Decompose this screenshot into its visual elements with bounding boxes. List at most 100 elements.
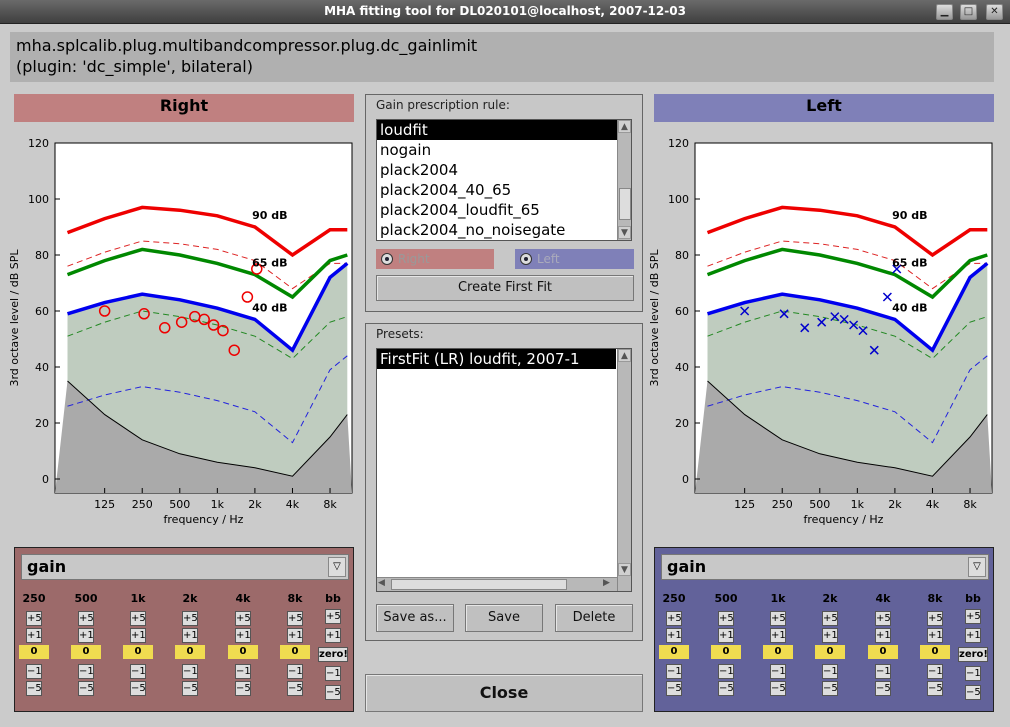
plus1-button[interactable]: +1 bbox=[182, 628, 198, 643]
left-gain-panel: gain ▽ 250 +5 +1 0 −1 −5 500 +5 +1 0 −1 −5 1k +5 +1 0 −1 −5… bbox=[654, 547, 994, 712]
minus1-button[interactable]: −1 bbox=[235, 664, 251, 679]
bb-plus1-button[interactable]: +1 bbox=[965, 628, 981, 643]
scroll-right-icon[interactable]: ▶ bbox=[603, 578, 610, 588]
series-3-line bbox=[707, 380, 988, 477]
rule-item[interactable]: nogain bbox=[380, 141, 432, 159]
minus1-button[interactable]: −1 bbox=[182, 664, 198, 679]
create-first-fit-button[interactable]: Create First Fit bbox=[376, 275, 634, 301]
y-tick-label: 20 bbox=[35, 417, 49, 430]
minus5-button[interactable]: −5 bbox=[822, 681, 838, 696]
rule-listbox[interactable]: loudfit nogain plack2004 plack2004_40_65… bbox=[376, 119, 632, 241]
bb-minus5-button[interactable]: −5 bbox=[325, 685, 341, 700]
plus1-button[interactable]: +1 bbox=[666, 628, 682, 643]
plus1-button[interactable]: +1 bbox=[875, 628, 891, 643]
minus5-button[interactable]: −5 bbox=[875, 681, 891, 696]
right-gain-dropdown[interactable]: gain ▽ bbox=[21, 554, 349, 580]
minus5-button[interactable]: −5 bbox=[770, 681, 786, 696]
hscroll-thumb[interactable] bbox=[391, 579, 567, 590]
preset-item[interactable]: FirstFit (LR) loudfit, 2007-1 bbox=[377, 349, 616, 369]
plus1-button[interactable]: +1 bbox=[287, 628, 303, 643]
minus5-button[interactable]: −5 bbox=[287, 681, 303, 696]
marker-point bbox=[882, 292, 892, 302]
plus5-button[interactable]: +5 bbox=[770, 611, 786, 626]
left-gain-dropdown[interactable]: gain ▽ bbox=[661, 554, 989, 580]
minus1-button[interactable]: −1 bbox=[927, 664, 943, 679]
radio-left[interactable]: Left bbox=[515, 249, 634, 269]
plus1-button[interactable]: +1 bbox=[235, 628, 251, 643]
scroll-up-icon[interactable]: ▲ bbox=[618, 349, 631, 362]
rule-item[interactable]: plack2004_40_65 bbox=[380, 181, 512, 199]
plus5-button[interactable]: +5 bbox=[718, 611, 734, 626]
scroll-down-icon[interactable]: ▼ bbox=[618, 563, 631, 576]
radio-right[interactable]: Right bbox=[376, 249, 494, 269]
zero-button[interactable]: zero! bbox=[318, 647, 348, 662]
plus1-button[interactable]: +1 bbox=[130, 628, 146, 643]
dashed-40-curve bbox=[67, 355, 348, 444]
minus1-button[interactable]: −1 bbox=[78, 664, 94, 679]
plus1-button[interactable]: +1 bbox=[822, 628, 838, 643]
presets-vscroll[interactable]: ▲ ▼ bbox=[617, 349, 631, 591]
scroll-thumb[interactable] bbox=[619, 188, 631, 220]
minus5-button[interactable]: −5 bbox=[130, 681, 146, 696]
chevron-down-icon[interactable]: ▽ bbox=[968, 557, 986, 577]
minus5-button[interactable]: −5 bbox=[26, 681, 42, 696]
save-button[interactable]: Save bbox=[465, 604, 543, 632]
minus5-button[interactable]: −5 bbox=[927, 681, 943, 696]
gain-value: 0 bbox=[920, 645, 950, 659]
plus5-button[interactable]: +5 bbox=[822, 611, 838, 626]
rule-scrollbar[interactable]: ▲ ▼ bbox=[617, 120, 631, 240]
rule-item[interactable]: plack2004 bbox=[380, 161, 458, 179]
minus5-button[interactable]: −5 bbox=[666, 681, 682, 696]
minimize-button[interactable]: ▁ bbox=[936, 4, 953, 20]
plus5-button[interactable]: +5 bbox=[875, 611, 891, 626]
bb-minus5-button[interactable]: −5 bbox=[965, 685, 981, 700]
scroll-down-icon[interactable]: ▼ bbox=[618, 226, 631, 239]
scroll-up-icon[interactable]: ▲ bbox=[618, 120, 631, 133]
minus5-button[interactable]: −5 bbox=[718, 681, 734, 696]
minus1-button[interactable]: −1 bbox=[822, 664, 838, 679]
minus1-button[interactable]: −1 bbox=[287, 664, 303, 679]
minus1-button[interactable]: −1 bbox=[130, 664, 146, 679]
maximize-button[interactable]: □ bbox=[960, 4, 977, 20]
marker-point bbox=[858, 326, 868, 336]
presets-hscroll[interactable]: ◀ ▶ bbox=[377, 577, 617, 591]
plus5-button[interactable]: +5 bbox=[182, 611, 198, 626]
plus1-button[interactable]: +1 bbox=[770, 628, 786, 643]
bb-minus1-button[interactable]: −1 bbox=[325, 666, 341, 681]
plus5-button[interactable]: +5 bbox=[666, 611, 682, 626]
minus5-button[interactable]: −5 bbox=[235, 681, 251, 696]
rule-item[interactable]: loudfit bbox=[377, 120, 631, 140]
minus1-button[interactable]: −1 bbox=[666, 664, 682, 679]
plus5-button[interactable]: +5 bbox=[26, 611, 42, 626]
rule-item[interactable]: plack2004_no_noisegate bbox=[380, 221, 566, 239]
marker-point bbox=[175, 316, 188, 328]
plus5-button[interactable]: +5 bbox=[78, 611, 94, 626]
presets-listbox[interactable]: FirstFit (LR) loudfit, 2007-1 ▲ ▼ ◀ ▶ bbox=[376, 348, 632, 592]
plus1-button[interactable]: +1 bbox=[927, 628, 943, 643]
minus1-button[interactable]: −1 bbox=[718, 664, 734, 679]
close-window-button[interactable]: ✕ bbox=[986, 4, 1003, 20]
bb-minus1-button[interactable]: −1 bbox=[965, 666, 981, 681]
bb-plus5-button[interactable]: +5 bbox=[965, 609, 981, 624]
close-button[interactable]: Close bbox=[365, 674, 643, 712]
plus5-button[interactable]: +5 bbox=[287, 611, 303, 626]
plus1-button[interactable]: +1 bbox=[26, 628, 42, 643]
plus1-button[interactable]: +1 bbox=[78, 628, 94, 643]
scroll-left-icon[interactable]: ◀ bbox=[378, 578, 385, 588]
plus1-button[interactable]: +1 bbox=[718, 628, 734, 643]
minus5-button[interactable]: −5 bbox=[182, 681, 198, 696]
zero-button[interactable]: zero! bbox=[958, 647, 988, 662]
plus5-button[interactable]: +5 bbox=[927, 611, 943, 626]
bb-plus1-button[interactable]: +1 bbox=[325, 628, 341, 643]
minus1-button[interactable]: −1 bbox=[770, 664, 786, 679]
bb-plus5-button[interactable]: +5 bbox=[325, 609, 341, 624]
plus5-button[interactable]: +5 bbox=[235, 611, 251, 626]
save-as-button[interactable]: Save as... bbox=[376, 604, 454, 632]
chevron-down-icon[interactable]: ▽ bbox=[328, 557, 346, 577]
minus5-button[interactable]: −5 bbox=[78, 681, 94, 696]
rule-item[interactable]: plack2004_loudfit_65 bbox=[380, 201, 540, 219]
minus1-button[interactable]: −1 bbox=[875, 664, 891, 679]
plus5-button[interactable]: +5 bbox=[130, 611, 146, 626]
minus1-button[interactable]: −1 bbox=[26, 664, 42, 679]
delete-button[interactable]: Delete bbox=[555, 604, 633, 632]
